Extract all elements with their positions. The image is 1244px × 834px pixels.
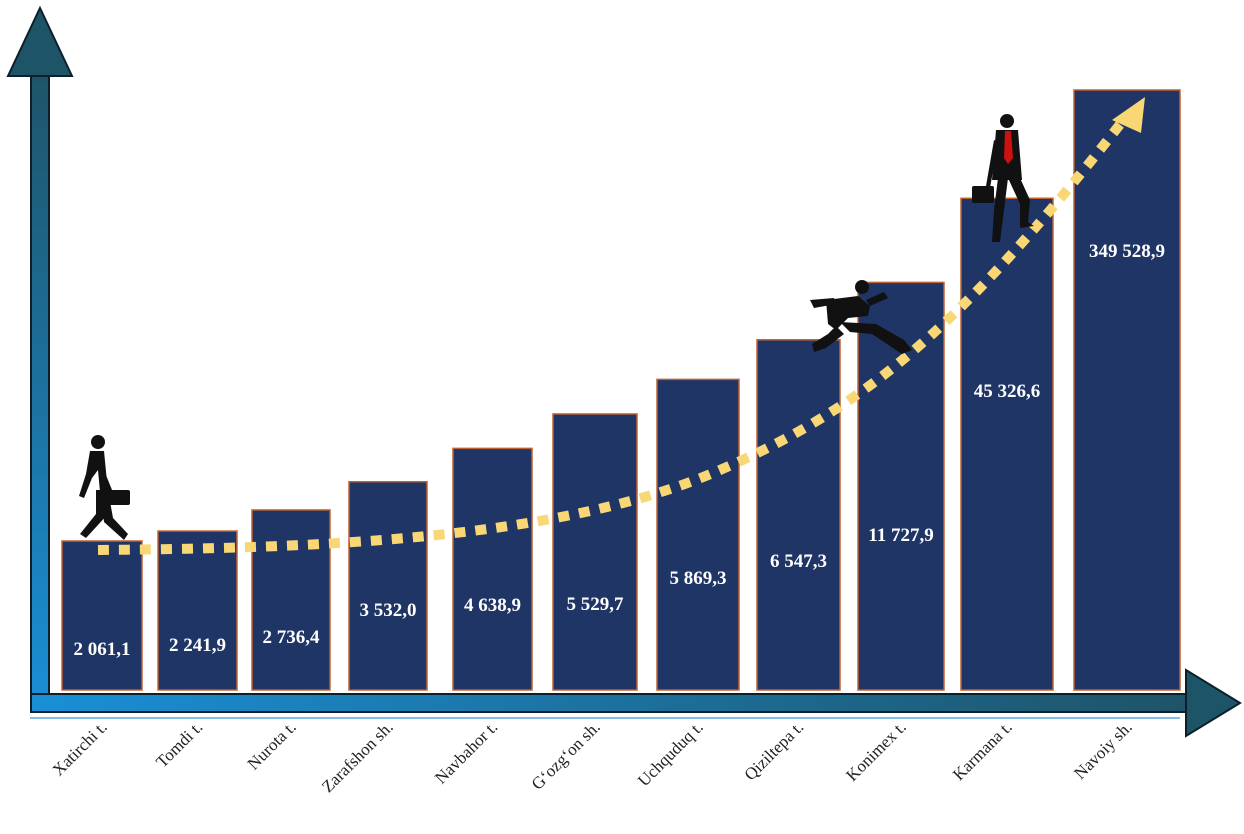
bar-7 <box>756 339 841 691</box>
bar-value-label: 349 528,9 <box>1089 241 1165 262</box>
bar-2 <box>251 509 331 691</box>
bar-value-label: 5 529,7 <box>567 594 625 615</box>
bar-3 <box>348 480 428 691</box>
category-label: Uchquduq t. <box>634 717 707 790</box>
category-label: Qiziltepa t. <box>740 717 807 784</box>
trend-arrow <box>97 97 1145 555</box>
bar-value-label: 2 061,1 <box>74 639 131 660</box>
category-label: Tomdi t. <box>152 717 206 771</box>
category-labels-group: Xatirchi t. Tomdi t. Nurota t. Zarafshon sh… <box>49 717 1136 796</box>
category-label: Xatirchi t. <box>49 717 111 779</box>
x-axis-arrow <box>30 668 1242 738</box>
bar-6 <box>656 378 740 691</box>
bar-value-label: 45 326,6 <box>974 381 1041 402</box>
category-label: Karmana t. <box>949 717 1016 784</box>
bar-5 <box>552 413 638 691</box>
trend-arrowhead <box>1112 97 1145 133</box>
bar-0 <box>61 540 143 691</box>
category-label: Navbahor t. <box>431 717 501 787</box>
climbing-businessman-icon <box>972 114 1034 242</box>
category-label: Nurota t. <box>244 717 300 773</box>
category-label: G‘ozg‘on sh. <box>528 717 604 793</box>
trend-line <box>97 114 1129 555</box>
bar-1 <box>157 530 238 691</box>
bar-10 <box>1073 89 1181 691</box>
bar-value-label: 6 547,3 <box>770 551 827 572</box>
value-labels-group: 2 061,1 2 241,9 2 736,4 3 532,0 4 638,9 5 529… <box>74 241 1166 660</box>
category-label: Konimex t. <box>842 717 910 785</box>
bar-value-label: 3 532,0 <box>360 600 417 621</box>
category-label: Zarafshon sh. <box>318 717 397 796</box>
bar-value-label: 4 638,9 <box>464 595 521 616</box>
bar-4 <box>452 447 533 691</box>
bar-value-label: 5 869,3 <box>670 568 727 589</box>
bar-value-label: 11 727,9 <box>868 525 933 546</box>
bar-9 <box>960 197 1054 691</box>
leaping-businessman-icon <box>810 280 912 354</box>
bar-value-label: 2 241,9 <box>169 635 226 656</box>
category-label: Navoiy sh. <box>1070 717 1136 783</box>
y-axis-arrow <box>6 5 74 711</box>
bar-value-label: 2 736,4 <box>263 627 321 648</box>
walking-businessman-icon <box>79 435 130 540</box>
